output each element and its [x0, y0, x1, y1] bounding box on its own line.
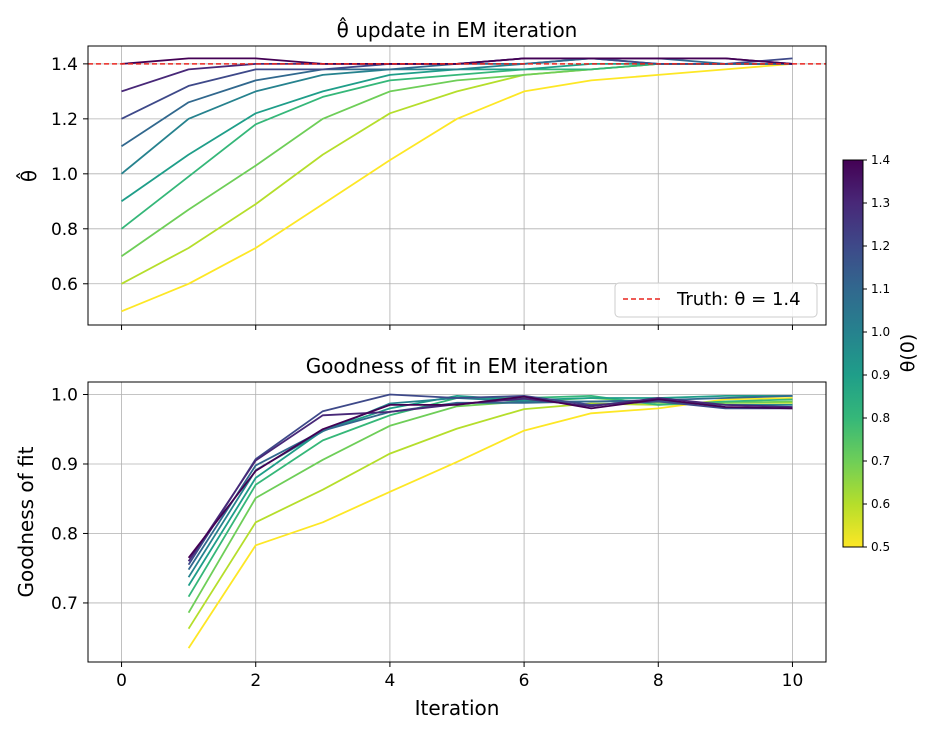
gof-ytick-label-2: 0.9: [51, 455, 78, 475]
colorbar-tick-label-2: 0.7: [871, 454, 890, 468]
gof-chart-series: [187, 393, 793, 649]
colorbar-tick-label-1: 0.6: [871, 497, 890, 511]
gof-ytick-label-1: 0.8: [51, 524, 78, 544]
gof-ytick-label-3: 1.0: [51, 386, 78, 406]
colorbar: 0.5 0.6 0.7 0.8 0.9 1.0 1.1 1.2 1.3 1.4 θ(0): [842, 153, 919, 554]
theta-ytick-label-3: 1.2: [51, 110, 78, 130]
gof-series-line-3: [187, 394, 793, 598]
gof-series-line-6: [187, 395, 793, 571]
colorbar-gradient: [842, 159, 864, 548]
gof-xtick-label-3: 6: [519, 671, 530, 691]
gof-chart-title: Goodness of fit in EM iteration: [306, 354, 609, 378]
gof-series-line-5: [187, 397, 793, 578]
colorbar-tick-label-0: 0.5: [871, 540, 890, 554]
colorbar-tick-label-5: 1.0: [871, 325, 890, 339]
theta-chart-x-ticks: [121, 325, 793, 330]
gof-xtick-label-0: 0: [116, 671, 127, 691]
gof-chart-x-ticks: 0 2 4 6 8 10: [116, 662, 803, 691]
gof-chart-y-ticks: 0.7 0.8 0.9 1.0: [51, 386, 88, 614]
theta-series-line-0: [121, 63, 793, 313]
gof-chart-frame: [87, 381, 827, 663]
theta-ytick-label-2: 1.0: [51, 165, 78, 185]
gof-series-line-1: [187, 401, 793, 630]
goodness-of-fit-chart: Goodness of fit in EM iteration 0.70.80.…: [14, 354, 827, 720]
legend-label-truth: Truth: θ = 1.4: [676, 289, 801, 310]
theta-chart-ylabel: θ̂: [16, 170, 41, 182]
theta-chart-y-ticks: 0.6 0.8 1.0 1.2 1.4: [51, 55, 88, 295]
gof-chart-ylabel: Goodness of fit: [14, 446, 38, 597]
gof-series-line-0: [187, 397, 793, 649]
theta-chart-frame: [87, 45, 827, 326]
gof-series-line-7: [187, 393, 793, 566]
theta-series-line-2: [120, 63, 793, 258]
gof-xtick-label-2: 4: [384, 671, 395, 691]
theta-ytick-label-0: 0.6: [51, 275, 78, 295]
colorbar-tick-label-7: 1.2: [871, 239, 890, 253]
colorbar-tick-label-3: 0.8: [871, 411, 890, 425]
colorbar-tick-label-4: 0.9: [871, 368, 890, 382]
colorbar-tick-label-8: 1.3: [871, 196, 890, 210]
gof-series-line-2: [187, 397, 793, 614]
colorbar-ticks: 0.5 0.6 0.7 0.8 0.9 1.0 1.1 1.2 1.3 1.4: [863, 153, 890, 554]
theta-series-line-3: [120, 63, 793, 230]
gof-series-line-9: [187, 395, 793, 559]
gof-chart-grid: [88, 382, 826, 662]
theta-chart-title: θ̂ update in EM iteration: [337, 17, 578, 42]
colorbar-label: θ(0): [897, 334, 919, 373]
theta-update-chart: θ̂ update in EM iteration 0.6 0.8 1.0 1.2 1.…: [16, 17, 827, 330]
legend-box: [614, 282, 818, 318]
theta-ytick-label-4: 1.4: [51, 55, 78, 75]
theta-chart-series: [120, 57, 793, 313]
colorbar-tick-label-6: 1.1: [871, 282, 890, 296]
gof-chart-xlabel: Iteration: [415, 696, 500, 720]
gof-xtick-label-1: 2: [250, 671, 261, 691]
gof-series-line-4: [187, 394, 793, 587]
gof-xtick-label-5: 10: [782, 671, 804, 691]
theta-ytick-label-1: 0.8: [51, 220, 78, 240]
theta-chart-legend: Truth: θ = 1.4: [614, 282, 818, 318]
gof-ytick-label-0: 0.7: [51, 594, 78, 614]
theta-series-line-4: [120, 63, 793, 203]
gof-xtick-label-4: 8: [653, 671, 664, 691]
colorbar-tick-label-9: 1.4: [871, 153, 890, 167]
